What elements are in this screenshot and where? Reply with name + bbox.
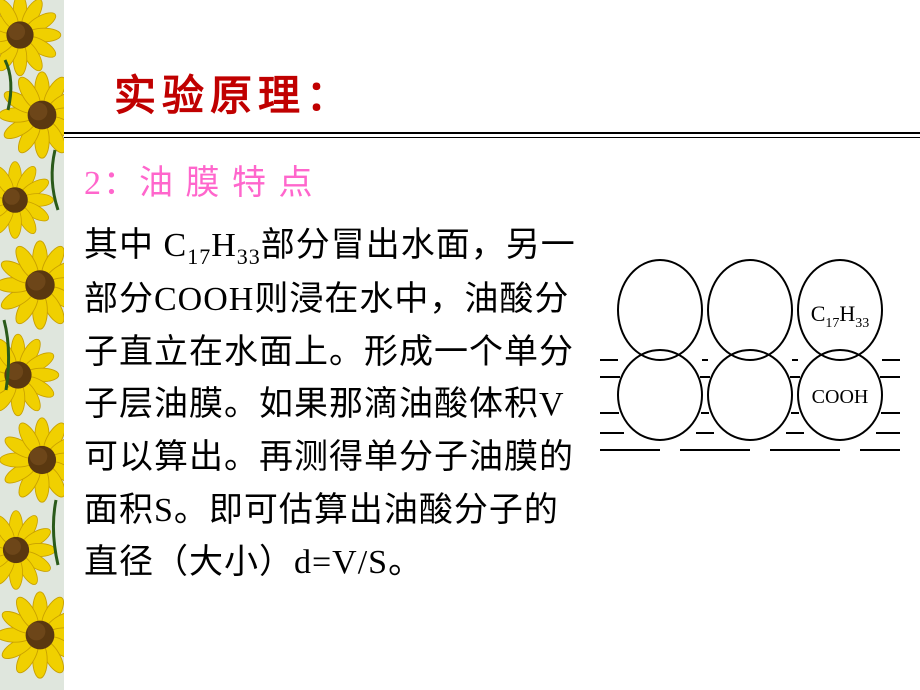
body-seg-3: 部分冒出水面，另一部分COOH则浸在水中，油酸分子直立在水面上。形成一个单分子层… (84, 227, 576, 581)
content-area: 实验原理： 2：油 膜 特 点 其中 C17H33部分冒出水面，另一部分COOH… (64, 0, 920, 690)
diagram-label-bottom: COOH (812, 386, 869, 408)
body-seg-1: 其中 C (84, 227, 187, 264)
body-paragraph: 其中 C17H33部分冒出水面，另一部分COOH则浸在水中，油酸分子直立在水面上… (84, 220, 584, 590)
diagram-label-top-sub1: 17 (825, 316, 839, 331)
diagram-label-top-sub2: 33 (855, 316, 869, 331)
body-sub-1: 17 (187, 244, 211, 269)
molecule-diagram: C17H33 COOH (600, 255, 900, 465)
section-subtitle: 2：油 膜 特 点 (84, 155, 315, 204)
diagram-label-top-pre: C (811, 301, 826, 326)
subtitle-text: 油 膜 特 点 (139, 165, 315, 202)
subtitle-number: 2： (84, 165, 139, 202)
slide: 实验原理： 2：油 膜 特 点 其中 C17H33部分冒出水面，另一部分COOH… (0, 0, 920, 690)
diagram-label-top-mid: H (839, 301, 855, 326)
slide-title: 实验原理： (114, 62, 354, 123)
svg-text:C17H33: C17H33 (811, 301, 870, 331)
body-sub-2: 33 (237, 244, 261, 269)
title-underline (64, 132, 920, 138)
body-seg-2: H (211, 227, 237, 264)
decorative-flower-strip (0, 0, 64, 690)
